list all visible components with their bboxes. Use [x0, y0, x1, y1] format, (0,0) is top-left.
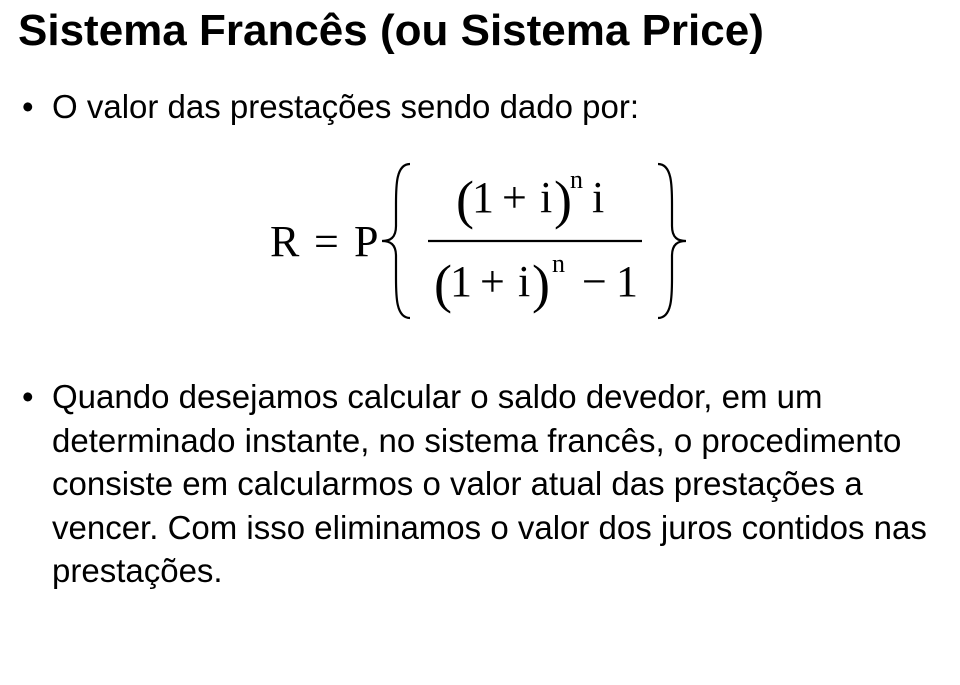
bullet-intro: O valor das prestações sendo dado por: — [18, 85, 942, 129]
svg-text:+: + — [480, 257, 505, 306]
price-formula: R = P ( 1 + i ) n i — [270, 146, 690, 336]
bullet-explanation: Quando desejamos calcular o saldo devedo… — [18, 375, 942, 593]
page-title: Sistema Francês (ou Sistema Price) — [18, 6, 942, 57]
svg-text:−: − — [582, 257, 607, 306]
svg-text:R: R — [270, 217, 300, 266]
svg-text:i: i — [592, 173, 604, 222]
svg-text:n: n — [552, 249, 565, 278]
svg-text:n: n — [570, 165, 583, 194]
svg-text:P: P — [354, 217, 378, 266]
svg-text:1: 1 — [472, 173, 494, 222]
svg-text:i: i — [518, 257, 530, 306]
svg-text:i: i — [540, 173, 552, 222]
svg-text:): ) — [532, 254, 550, 314]
price-formula-svg: R = P ( 1 + i ) n i — [270, 146, 690, 336]
svg-text:+: + — [502, 173, 527, 222]
svg-text:1: 1 — [616, 257, 638, 306]
svg-text:1: 1 — [450, 257, 472, 306]
svg-text:=: = — [314, 217, 339, 266]
